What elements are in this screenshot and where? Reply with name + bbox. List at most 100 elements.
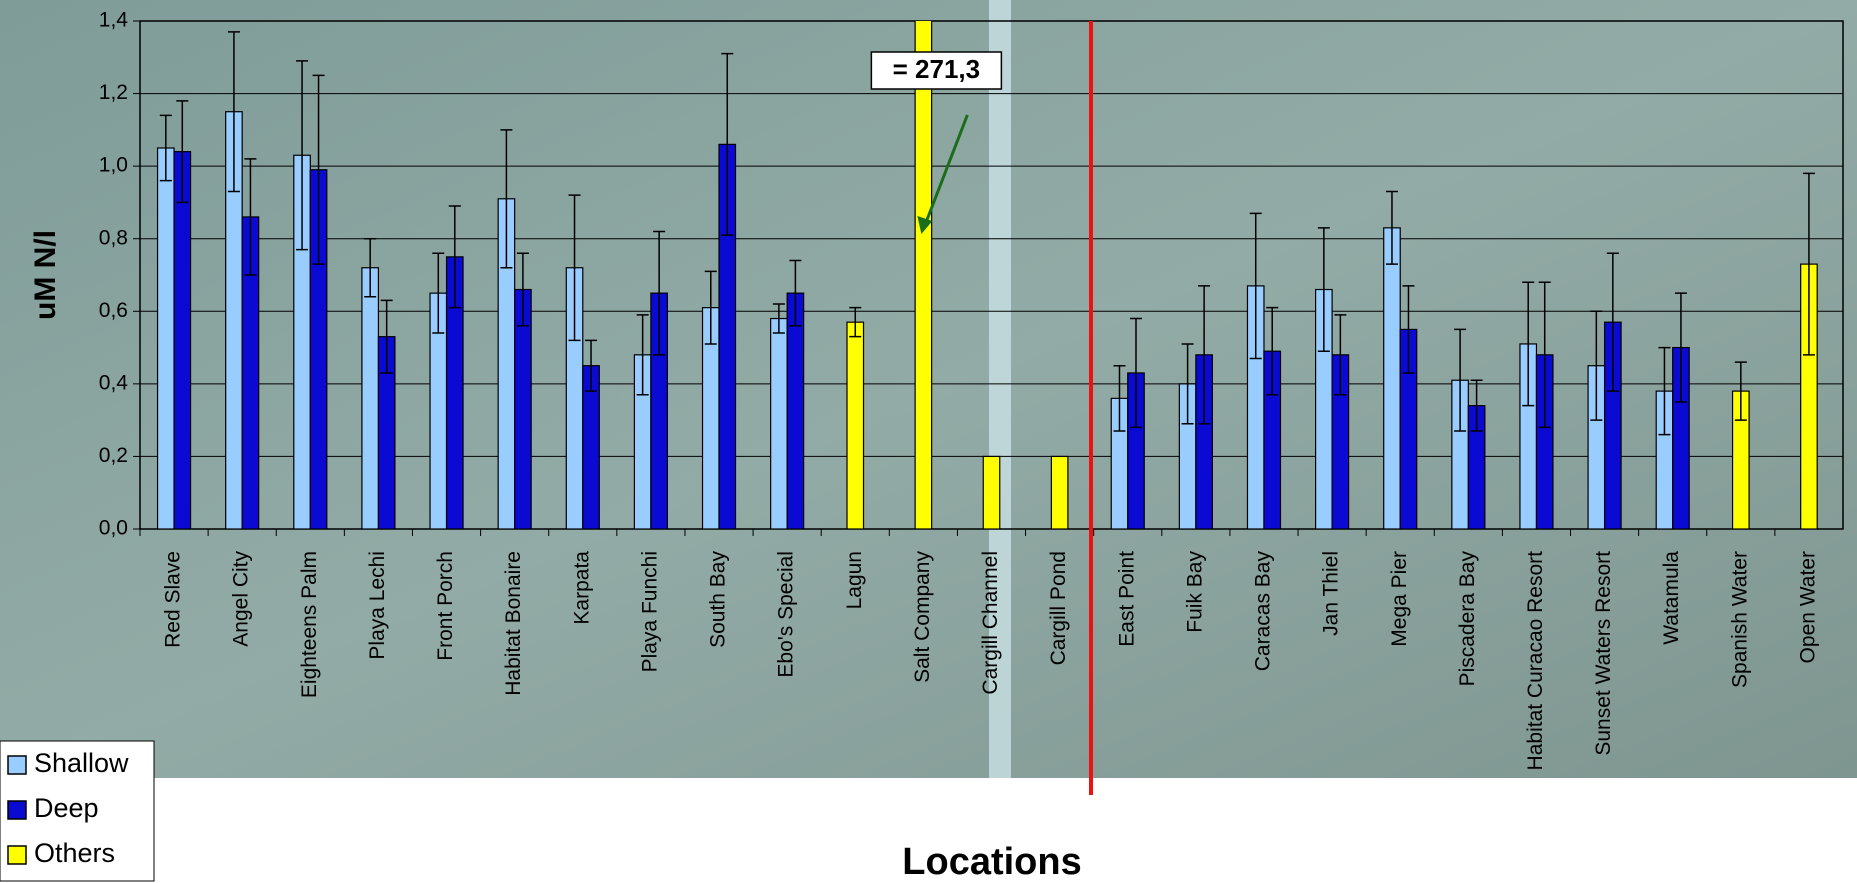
legend-label: Others	[34, 838, 115, 868]
bar	[982, 455, 1001, 529]
error-bar	[516, 252, 529, 327]
error-bar	[849, 306, 862, 338]
legend-swatch	[7, 845, 27, 865]
x-tick-label: Ebo's Special	[775, 551, 798, 678]
bar	[1050, 455, 1069, 529]
x-tick-label: Mega Pier	[1388, 551, 1411, 647]
error-bar	[704, 270, 717, 345]
x-tick-label: Habitat Bonaire	[502, 551, 525, 696]
background-band	[989, 0, 1011, 778]
x-tick-label: Habitat Curacao Resort	[1524, 551, 1547, 771]
x-tick-label: Cargill Pond	[1047, 551, 1070, 665]
error-bar	[159, 114, 172, 182]
annotation-arrowhead	[917, 216, 933, 234]
y-tick-label: 0,4	[99, 371, 129, 394]
value-label: = 271,3	[893, 54, 980, 84]
y-tick-label: 1,0	[99, 154, 128, 177]
bar	[786, 292, 805, 529]
y-tick-label: 0,8	[99, 226, 128, 249]
error-bar	[176, 100, 189, 204]
bar	[361, 267, 380, 529]
error-bar	[1249, 212, 1262, 360]
error-bar	[1198, 285, 1211, 425]
error-bar	[721, 52, 734, 236]
error-bar	[636, 314, 649, 396]
x-tick-label: Watamula	[1660, 551, 1683, 645]
error-bar	[1734, 361, 1747, 421]
error-bar	[296, 60, 309, 251]
error-bar	[244, 158, 257, 276]
x-tick-label: Lagun	[843, 551, 866, 609]
legend-items: Shallow Deep Others	[7, 748, 129, 868]
error-bar	[1266, 306, 1279, 396]
annotation-box	[870, 51, 1003, 90]
x-tick-label: Jan Thiel	[1320, 551, 1343, 636]
x-tick-label: South Bay	[707, 551, 730, 648]
x-tick-label: Karpata	[570, 551, 593, 625]
error-bar	[227, 31, 240, 193]
x-tick-label: Open Water	[1796, 551, 1819, 663]
bar	[156, 147, 175, 529]
error-bar	[1522, 281, 1535, 407]
x-tick-label: Playa Funchi	[638, 551, 661, 672]
legend-label: Shallow	[34, 748, 129, 778]
error-bar	[568, 194, 581, 342]
error-bar	[653, 230, 666, 356]
y-axis-title: uM N/l	[29, 230, 62, 320]
error-bar	[1129, 317, 1142, 429]
x-tick-label: Salt Company	[911, 551, 934, 683]
bar	[173, 151, 192, 529]
y-tick-label: 1,2	[99, 81, 128, 104]
legend-label: Deep	[34, 793, 99, 823]
error-bar	[500, 129, 513, 269]
bar	[914, 21, 933, 529]
error-bar	[1113, 364, 1126, 432]
bar	[770, 317, 788, 529]
x-tick-label: Caracas Bay	[1252, 551, 1275, 672]
x-tick-label: Angel City	[230, 551, 253, 647]
annotation-arrow	[923, 114, 969, 225]
error-bar	[585, 339, 598, 392]
x-tick-label: Front Porch	[434, 551, 457, 661]
bars	[156, 21, 1818, 529]
x-tick-label: Spanish Water	[1728, 551, 1751, 688]
legend-swatch	[7, 800, 27, 820]
error-bar	[1317, 227, 1330, 352]
error-bar	[1606, 252, 1619, 392]
x-tick-label: Sunset Waters Resort	[1592, 551, 1615, 756]
error-bar	[1454, 328, 1467, 432]
error-bar	[448, 205, 461, 309]
x-tick-label: Fuik Bay	[1183, 551, 1206, 633]
bar	[1383, 227, 1401, 529]
legend-swatch	[7, 755, 27, 775]
error-bar	[432, 252, 445, 334]
error-bar	[1334, 314, 1347, 396]
error-bar	[1802, 172, 1815, 356]
error-bar	[1385, 190, 1398, 265]
error-bar	[380, 299, 393, 374]
y-tick-label: 0,6	[99, 299, 128, 322]
error-bar	[1402, 285, 1415, 374]
error-bar	[312, 74, 325, 265]
y-tick-label: 1,4	[99, 9, 129, 32]
x-tick-label: East Point	[1115, 551, 1138, 647]
error-bar	[772, 303, 785, 334]
error-bar	[789, 259, 802, 327]
error-bar	[1470, 379, 1483, 432]
error-bar	[1658, 346, 1671, 436]
error-bar	[364, 237, 377, 298]
error-bar	[1538, 281, 1551, 429]
x-axis-title: Locations	[902, 841, 1081, 883]
error-bar	[1674, 292, 1687, 403]
error-bar	[1181, 343, 1194, 425]
x-tick-label: Cargill Channel	[979, 551, 1002, 695]
plot-area: 0,0 0,2 0,4 0,6 0,8 1,0 1,2 1,4 Red Slave Angel C…	[99, 9, 1844, 771]
x-tick-label: Red Slave	[162, 551, 185, 648]
error-bar	[1590, 310, 1603, 421]
y-tick-label: 0,2	[99, 444, 128, 467]
x-tick-label: Playa Lechi	[366, 551, 389, 660]
bar	[846, 321, 865, 529]
x-tick-label: Piscadera Bay	[1456, 551, 1479, 687]
y-tick-label: 0,0	[99, 517, 128, 540]
